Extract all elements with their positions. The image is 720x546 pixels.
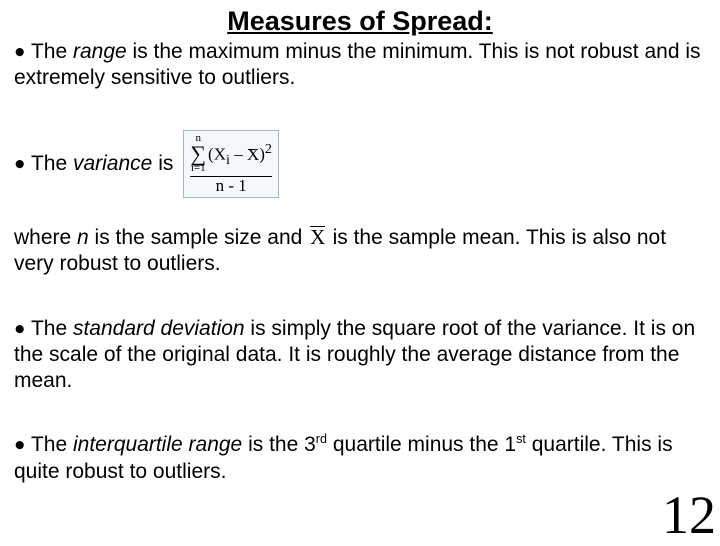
variance-paragraph: ● The variance is n ∑ i=1 (Xi – X)2 n - …	[14, 130, 706, 199]
text: quartile minus the 1	[327, 433, 516, 456]
page-number: 12	[662, 484, 716, 546]
text: is	[152, 152, 173, 175]
text: st	[516, 432, 526, 446]
text: rd	[316, 432, 327, 446]
range-paragraph: ● The range is the maximum minus the min…	[14, 39, 706, 92]
variance-formula: n ∑ i=1 (Xi – X)2 n - 1	[183, 130, 279, 199]
sigma-icon: ∑	[190, 144, 206, 164]
bullet-icon: ●	[14, 318, 25, 339]
iqr-term: interquartile range	[73, 433, 242, 456]
text: is the sample size and	[89, 226, 308, 249]
sd-term: standard deviation	[73, 317, 245, 340]
n-symbol: n	[77, 226, 89, 249]
text: –	[230, 145, 247, 164]
iqr-paragraph: ● The interquartile range is the 3rd qua…	[14, 432, 706, 485]
text: The	[25, 433, 72, 456]
text: 2	[265, 141, 272, 157]
bullet-icon: ●	[14, 435, 25, 456]
text: is the 3	[242, 433, 316, 456]
sd-paragraph: ● The standard deviation is simply the s…	[14, 316, 706, 395]
formula-denom: n - 1	[190, 177, 272, 195]
bullet-icon: ●	[14, 153, 25, 174]
slide-content: ● The range is the maximum minus the min…	[0, 39, 720, 485]
text: The	[25, 152, 72, 175]
xbar-symbol: X	[310, 224, 330, 250]
xbar-symbol: X	[247, 146, 259, 164]
text: where	[14, 226, 77, 249]
sum-lower: i=1	[191, 163, 206, 174]
where-paragraph: where n is the sample size and X is the …	[14, 224, 706, 278]
text: The	[25, 317, 72, 340]
bullet-icon: ●	[14, 42, 25, 63]
slide-title: Measures of Spread:	[0, 0, 720, 37]
text: (X	[208, 145, 226, 164]
text: The	[25, 40, 72, 63]
range-term: range	[73, 40, 127, 63]
variance-term: variance	[73, 152, 152, 175]
